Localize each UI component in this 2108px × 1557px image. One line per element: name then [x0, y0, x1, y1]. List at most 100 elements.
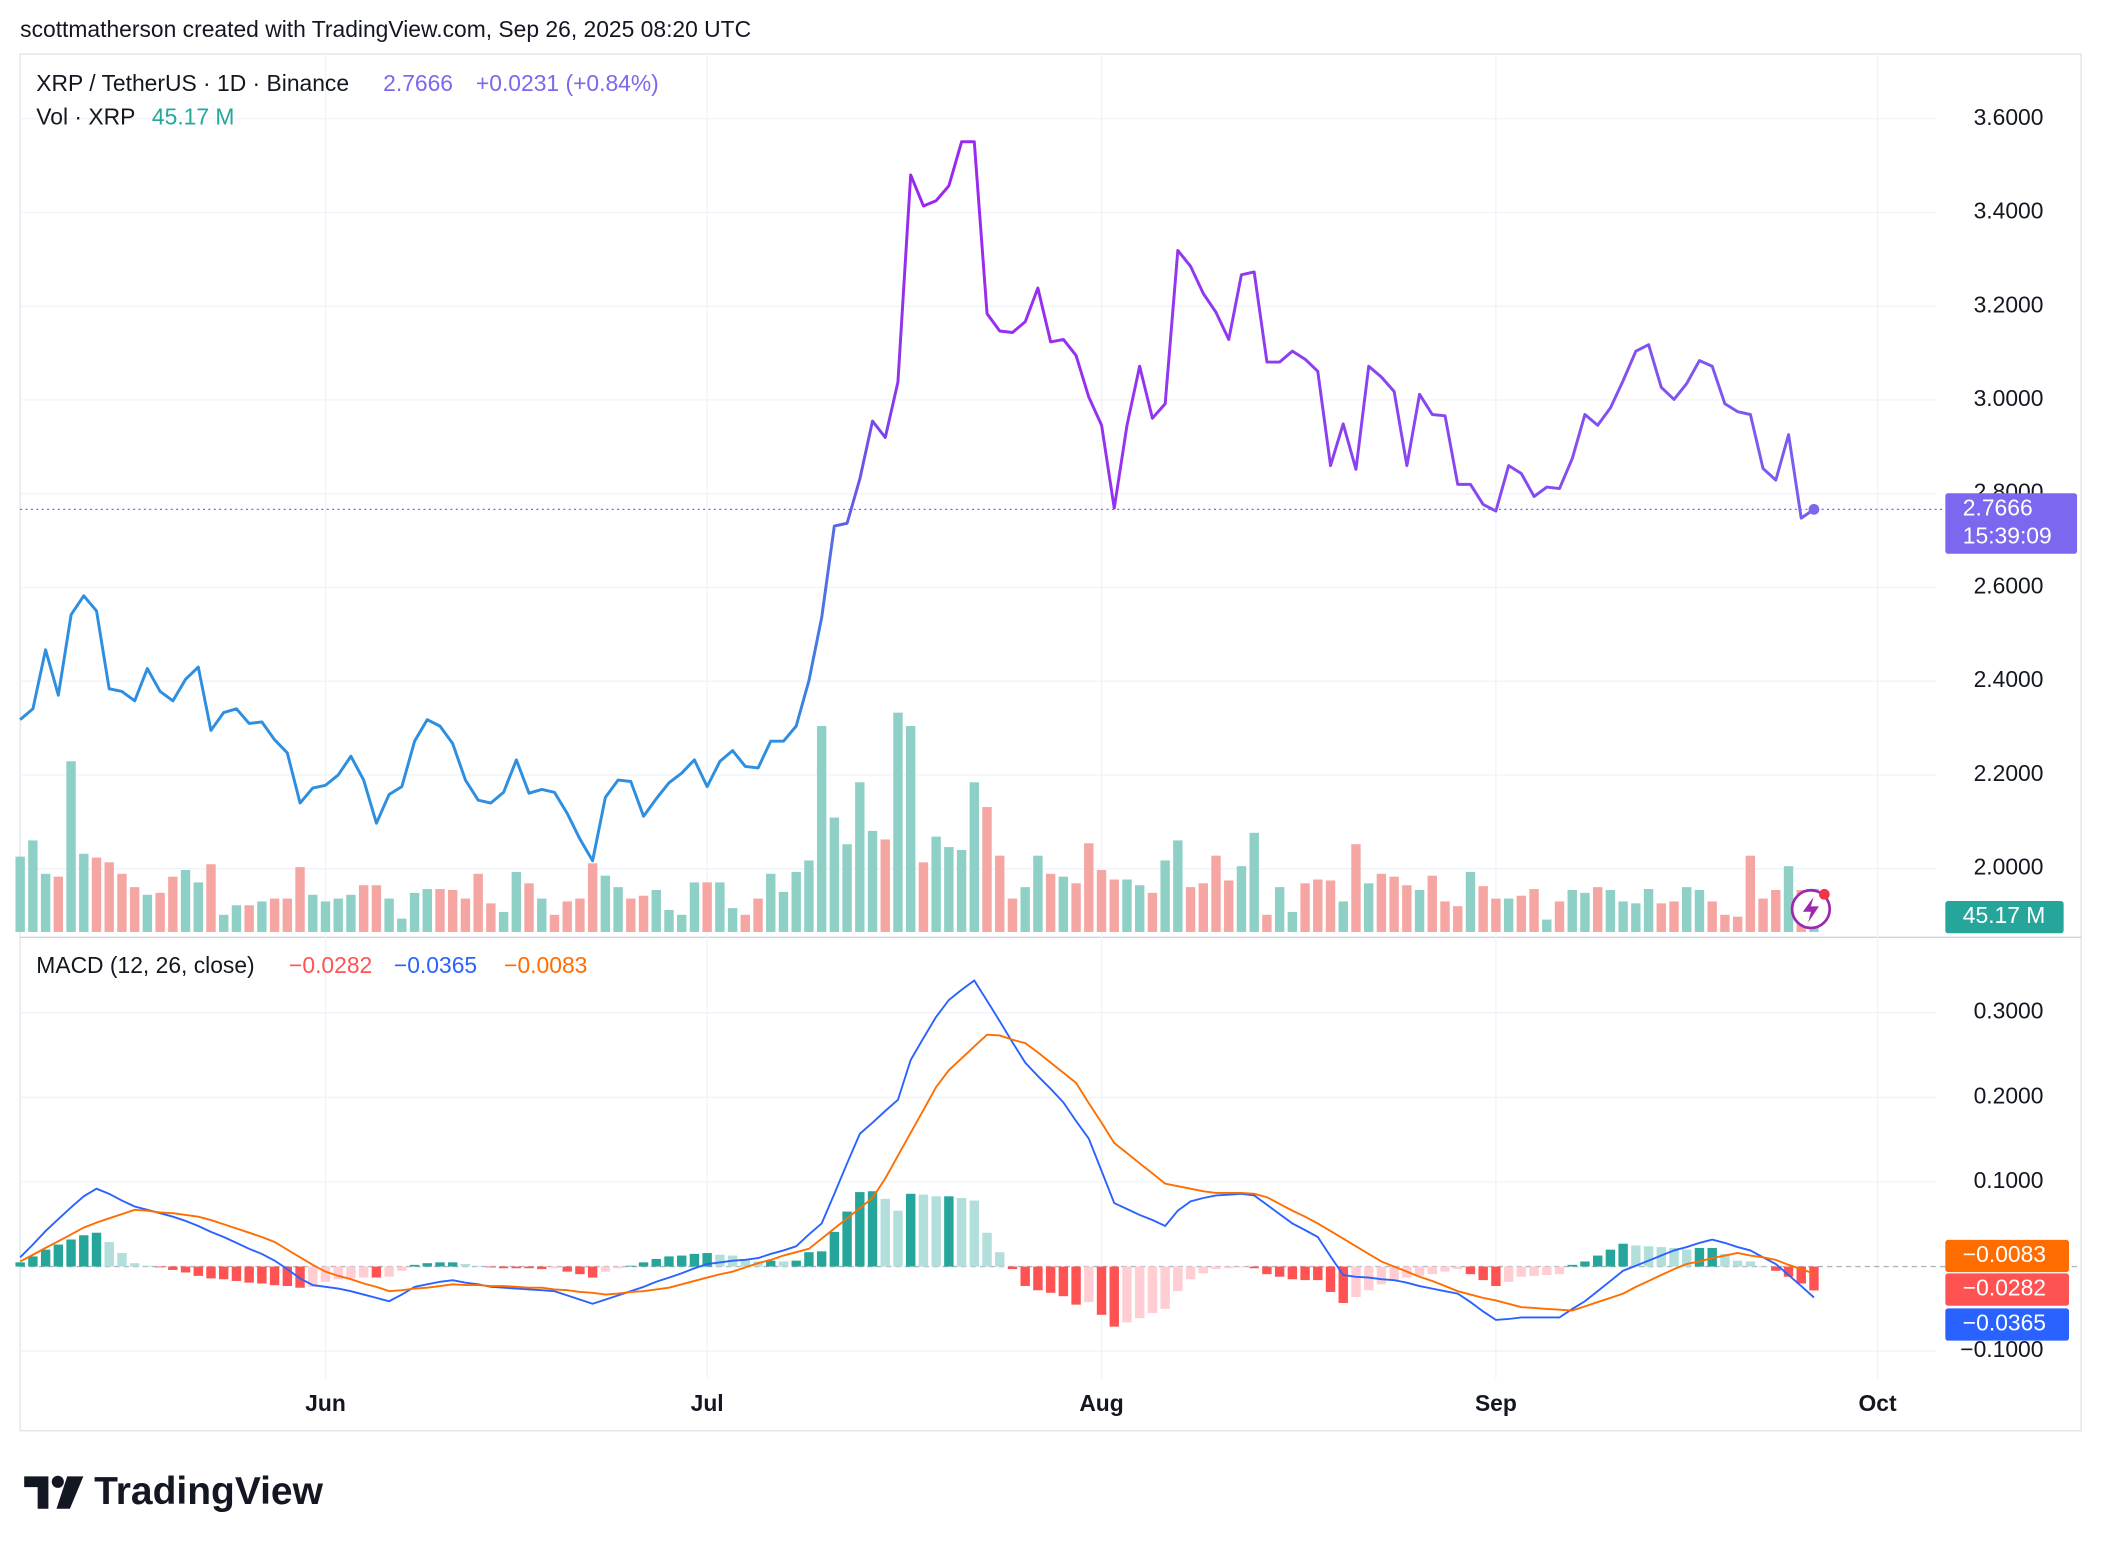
y-tick-label: 2.0000 — [1974, 854, 2044, 880]
volume-bar — [1160, 860, 1170, 932]
logo-text: TradingView — [94, 1470, 324, 1513]
volume-bar — [397, 918, 407, 932]
histogram-bar — [1580, 1261, 1590, 1267]
histogram-bar — [1084, 1266, 1094, 1303]
histogram-bar — [1771, 1266, 1781, 1271]
histogram-bar — [1796, 1266, 1806, 1284]
histogram-bar — [664, 1256, 674, 1267]
volume-bar — [969, 782, 980, 932]
last-price: 2.7666 — [383, 70, 453, 96]
histogram-bar — [893, 1210, 903, 1267]
histogram-bar — [842, 1211, 852, 1267]
volume-bar — [1020, 887, 1030, 932]
histogram-bar — [1122, 1266, 1132, 1323]
price-change: +0.0231 (+0.84%) — [476, 70, 659, 96]
histogram-bar — [1058, 1266, 1069, 1297]
volume-bar — [1211, 855, 1221, 932]
histogram-bar — [193, 1266, 203, 1276]
volume-bar — [142, 894, 153, 932]
volume-bar — [1732, 916, 1743, 932]
volume-bar — [1007, 898, 1018, 932]
histogram-bar — [1325, 1266, 1336, 1292]
signal-line — [19, 1033, 1815, 1312]
y-tick-label: 2.4000 — [1974, 666, 2044, 692]
volume-bar — [79, 853, 89, 932]
volume-bar — [282, 898, 293, 932]
volume-bar — [117, 873, 127, 932]
histogram-bar — [1300, 1266, 1310, 1281]
volume-bar — [180, 869, 191, 932]
histogram-bar — [448, 1262, 458, 1267]
histogram-bar — [409, 1264, 420, 1267]
histogram-bar — [460, 1264, 471, 1267]
histogram-bar — [1173, 1266, 1183, 1292]
volume-bar — [1745, 855, 1756, 932]
volume-bar — [1656, 903, 1666, 932]
histogram-bar — [651, 1258, 661, 1267]
volume-bar — [575, 898, 585, 932]
histogram-bar — [1465, 1266, 1476, 1275]
histogram-bar — [473, 1265, 483, 1267]
histogram-bar — [766, 1260, 776, 1267]
histogram-bar — [1503, 1266, 1514, 1282]
countdown: 15:39:09 — [1963, 523, 2052, 549]
y-tick-label: 0.3000 — [1974, 998, 2044, 1024]
volume-bar — [664, 910, 674, 932]
volume-bar — [422, 889, 432, 932]
histogram-bar — [295, 1266, 305, 1288]
volume-bar — [944, 847, 954, 932]
volume-bar — [1122, 879, 1132, 932]
histogram-bar — [168, 1266, 178, 1270]
volume-tag — [1945, 901, 2064, 934]
histogram-bar — [944, 1196, 954, 1267]
symbol-title: XRP / TetherUS · 1D · Binance — [36, 70, 349, 96]
macd-tag-text: −0.0282 — [1963, 1275, 2046, 1301]
histogram-bar — [1491, 1266, 1501, 1287]
volume-bar — [1096, 869, 1107, 932]
volume-bar — [651, 889, 661, 932]
histogram-bar — [1669, 1247, 1679, 1267]
macd-tag-text: −0.0365 — [1963, 1310, 2046, 1336]
volume-bar — [1376, 873, 1387, 932]
volume-bar — [1071, 883, 1081, 932]
histogram-bar — [1313, 1266, 1323, 1281]
volume-bar — [1185, 887, 1196, 932]
histogram-bar — [1453, 1266, 1463, 1270]
histogram-bar — [397, 1266, 407, 1271]
volume-bar — [448, 889, 458, 932]
histogram-bar — [1007, 1266, 1018, 1270]
volume-bar — [842, 844, 852, 932]
y-tick-label: 0.1000 — [1974, 1167, 2044, 1193]
volume-bar — [1618, 901, 1628, 932]
x-tick-label: Aug — [1079, 1390, 1123, 1416]
volume-bar — [91, 857, 102, 932]
histogram-bar — [702, 1253, 712, 1267]
histogram-bar — [855, 1192, 865, 1267]
histogram-bar — [1236, 1266, 1247, 1268]
histogram-bar — [1758, 1266, 1768, 1268]
histogram-bar — [575, 1266, 585, 1275]
volume-bar — [791, 871, 801, 932]
volume-bar — [778, 891, 789, 932]
price-tag — [1945, 493, 2078, 554]
histogram-bar — [257, 1266, 267, 1284]
volume-bar — [867, 830, 878, 932]
histogram-bar — [66, 1239, 76, 1267]
volume-bar — [1313, 879, 1323, 932]
volume-bar — [1402, 885, 1412, 932]
histogram-bar — [1567, 1264, 1577, 1267]
x-tick-label: Jul — [691, 1390, 724, 1416]
histogram-value: −0.0282 — [289, 952, 372, 978]
histogram-bar — [1376, 1266, 1387, 1285]
histogram-bar — [549, 1266, 560, 1269]
histogram-bar — [53, 1244, 64, 1267]
volume-bar — [1694, 889, 1705, 932]
histogram-bar — [1033, 1266, 1043, 1291]
volume-bar — [511, 871, 522, 932]
volume-bar — [1084, 843, 1094, 932]
volume-bar — [460, 898, 471, 932]
histogram-bar — [1389, 1266, 1399, 1281]
histogram-bar — [1516, 1266, 1527, 1277]
macd-title: MACD (12, 26, close) — [36, 952, 254, 978]
histogram-bar — [689, 1253, 700, 1267]
